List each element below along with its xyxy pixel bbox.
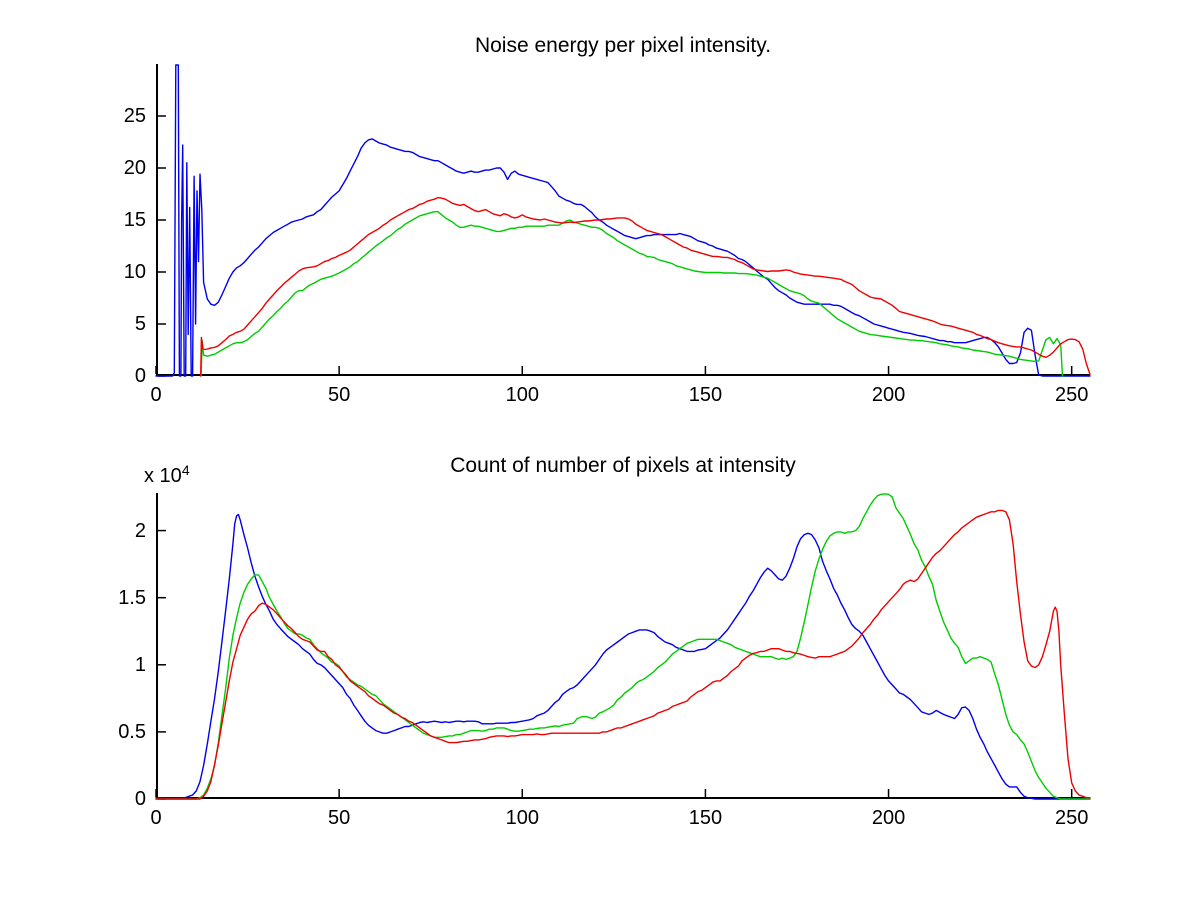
y-axis-exponent-label: x 104 bbox=[144, 462, 190, 488]
x-tick-label: 250 bbox=[1054, 384, 1089, 406]
series-green-line bbox=[200, 210, 1064, 377]
exponent-value: 4 bbox=[181, 462, 190, 478]
bottom-plot-title: Count of number of pixels at intensity bbox=[450, 454, 796, 477]
y-tick-label: 2 bbox=[134, 519, 146, 542]
y-tick-label: 1 bbox=[134, 653, 146, 676]
x-tick-label: 150 bbox=[688, 384, 723, 406]
x-tick-label: 200 bbox=[871, 384, 906, 406]
y-tick-label: 20 bbox=[123, 157, 146, 179]
bottom-plot-area: 0 50 100 150 200 250 0 0.5 1 1.5 2 bbox=[118, 493, 1091, 828]
top-plot-title: Noise energy per pixel intensity. bbox=[474, 34, 772, 57]
x-tick-label: 100 bbox=[505, 807, 539, 829]
x-tick-label: 250 bbox=[1054, 807, 1089, 829]
x-tick-label: 50 bbox=[328, 384, 351, 406]
series-red-line bbox=[200, 196, 1091, 377]
series-red-line bbox=[155, 509, 1091, 800]
x-tick-label: 150 bbox=[688, 807, 723, 829]
series-green-line bbox=[155, 493, 1091, 800]
y-tick-label: 10 bbox=[123, 261, 146, 283]
x-tick-label: 200 bbox=[871, 807, 906, 829]
series-blue-line bbox=[155, 64, 1091, 377]
x-tick-label: 0 bbox=[150, 807, 162, 829]
plot-canvas bbox=[155, 64, 1091, 377]
series-blue-line bbox=[155, 513, 1091, 800]
x-tick-label: 100 bbox=[505, 384, 539, 406]
x-tick-label: 0 bbox=[150, 384, 162, 406]
y-tick-label: 25 bbox=[123, 105, 146, 127]
y-tick-label: 0 bbox=[134, 365, 146, 387]
y-tick-label: 1.5 bbox=[118, 586, 146, 609]
y-tick-label: 0 bbox=[134, 788, 146, 810]
y-tick-label: 15 bbox=[123, 209, 146, 231]
y-tick-label: 0.5 bbox=[118, 720, 146, 743]
top-plot-area: 0 50 100 150 200 250 0 5 10 15 20 25 bbox=[124, 64, 1091, 405]
x-tick-label: 50 bbox=[328, 807, 351, 829]
plot-canvas bbox=[155, 493, 1091, 800]
y-tick-label: 5 bbox=[134, 313, 146, 335]
exponent-prefix: x 10 bbox=[144, 465, 182, 487]
